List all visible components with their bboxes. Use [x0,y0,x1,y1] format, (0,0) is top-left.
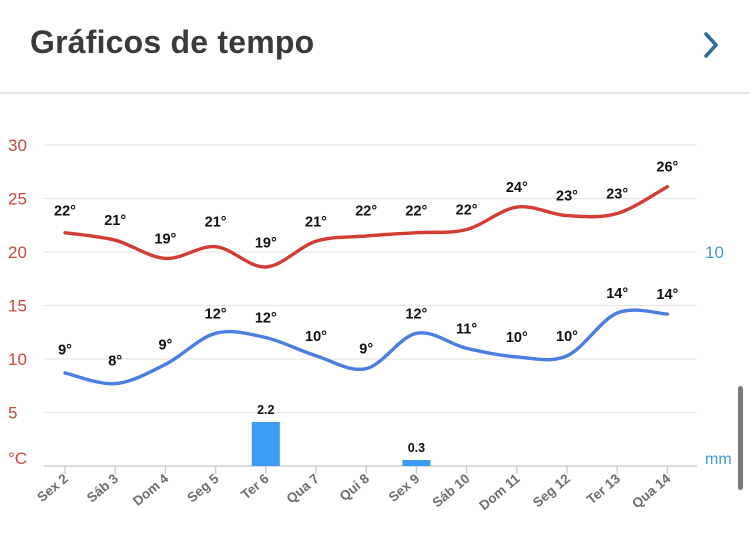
left-axis-tick-label: 15 [8,297,27,316]
x-axis-label: Qua 7 [284,471,322,507]
precipitation-bar [251,422,280,466]
left-axis-tick-label: 10 [8,350,27,369]
x-axis-label: Qua 14 [629,470,674,511]
x-axis-label: Sex 9 [386,471,423,505]
min-temp-label: 10° [556,329,578,345]
precipitation-bar [402,460,431,466]
max-temp-label: 23° [606,186,628,202]
min-temp-label: 10° [506,330,528,346]
header: Gráficos de tempo [0,0,750,94]
max-temp-label: 22° [405,204,427,220]
min-temp-label: 9° [359,342,373,358]
right-axis-tick-label: 10 [705,243,724,262]
max-temp-label: 21° [205,214,227,230]
max-temp-label: 22° [355,204,377,220]
x-axis-label: Dom 11 [476,470,523,513]
max-temp-label: 24° [506,180,528,196]
left-axis-tick-label: 5 [8,404,17,423]
x-axis-label: Sáb 10 [430,471,473,510]
min-temp-label: 12° [205,306,227,322]
max-temp-label: 22° [456,203,478,219]
x-axis-label: Dom 4 [130,470,172,508]
x-axis-label: Sex 2 [34,471,71,505]
max-temp-label: 19° [255,236,277,252]
min-temp-label: 14° [656,287,678,303]
max-temp-line [63,185,670,269]
min-temp-label: 9° [58,343,72,359]
min-temp-line [63,308,670,386]
min-temp-label: 9° [158,337,172,353]
x-axis-label: Qui 8 [337,470,373,504]
x-axis-label: Ter 6 [238,470,272,502]
max-temp-label: 23° [556,189,578,205]
x-axis-label: Sáb 3 [84,471,122,506]
precipitation-label: 2.2 [257,403,274,417]
min-temp-label: 12° [405,306,427,322]
chart-svg: 30 25 20 15 10 5 °C 10 mm 2.2 0.3 22° 21° 19° 21° 19… [8,136,732,513]
x-axis-label: Ter 13 [584,470,624,507]
right-axis-unit: mm [705,451,732,468]
max-temp-label: 22° [54,204,76,220]
left-axis-tick-label: 30 [8,136,27,155]
max-temp-label: 21° [305,214,327,230]
scrollbar-thumb[interactable] [738,386,743,490]
left-axis-tick-label: 20 [8,243,27,262]
max-temp-label: 19° [154,231,176,247]
x-axis-label: Seg 5 [184,471,222,506]
min-temp-label: 10° [305,329,327,345]
max-temp-label: 26° [656,160,678,176]
min-temp-label: 12° [255,311,277,327]
left-axis-unit: °C [8,449,27,468]
weather-chart: 30 25 20 15 10 5 °C 10 mm 2.2 0.3 22° 21° 19° 21° 19… [0,96,750,548]
min-temp-label: 8° [108,353,122,369]
x-axis-label: Seg 12 [530,471,573,510]
max-temp-label: 21° [104,213,126,229]
left-axis-tick-label: 25 [8,190,27,209]
precipitation-label: 0.3 [408,441,425,455]
min-temp-label: 11° [456,321,477,337]
min-temp-label: 14° [606,286,628,302]
chevron-right-icon[interactable] [700,28,726,62]
page-title: Gráficos de tempo [30,24,315,60]
